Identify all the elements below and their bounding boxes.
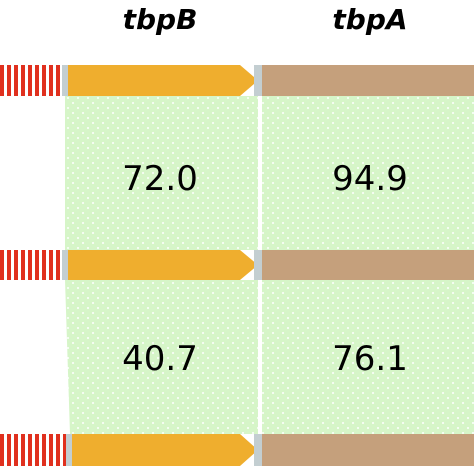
tbpB-arrow: [68, 65, 258, 96]
gene-track-2: [0, 250, 474, 280]
spacer-block: [62, 250, 68, 280]
upstream-gene-striped: [0, 250, 62, 280]
upstream-gene-striped: [0, 434, 66, 466]
identity-value-tbpB-top: 72.0: [122, 159, 198, 199]
tbpB-arrow: [72, 434, 258, 466]
tbpA-gene: [262, 250, 474, 280]
identity-value-tbpA-bottom: 76.1: [332, 339, 408, 379]
gene-track-1: [0, 65, 474, 96]
upstream-gene-striped: [0, 65, 62, 96]
identity-band-tbpB-top: [65, 96, 258, 250]
tbpA-gene: [262, 65, 474, 96]
spacer-block: [62, 65, 68, 96]
spacer-block: [254, 65, 262, 96]
gene-track-3: [0, 434, 474, 466]
gene-label-tbpB: tbpB: [122, 3, 198, 36]
tbpA-gene: [262, 434, 474, 466]
spacer-block: [66, 434, 72, 466]
tbpB-arrow: [68, 250, 258, 280]
gene-label-tbpA: tbpA: [332, 3, 408, 36]
identity-band-tbpB-bottom: [65, 280, 258, 434]
identity-value-tbpB-bottom: 40.7: [122, 339, 198, 379]
identity-band-tbpA-bottom: [262, 280, 474, 434]
spacer-block: [254, 250, 262, 280]
identity-value-tbpA-top: 94.9: [332, 159, 408, 199]
identity-band-tbpA-top: [262, 96, 474, 250]
spacer-block: [254, 434, 262, 466]
